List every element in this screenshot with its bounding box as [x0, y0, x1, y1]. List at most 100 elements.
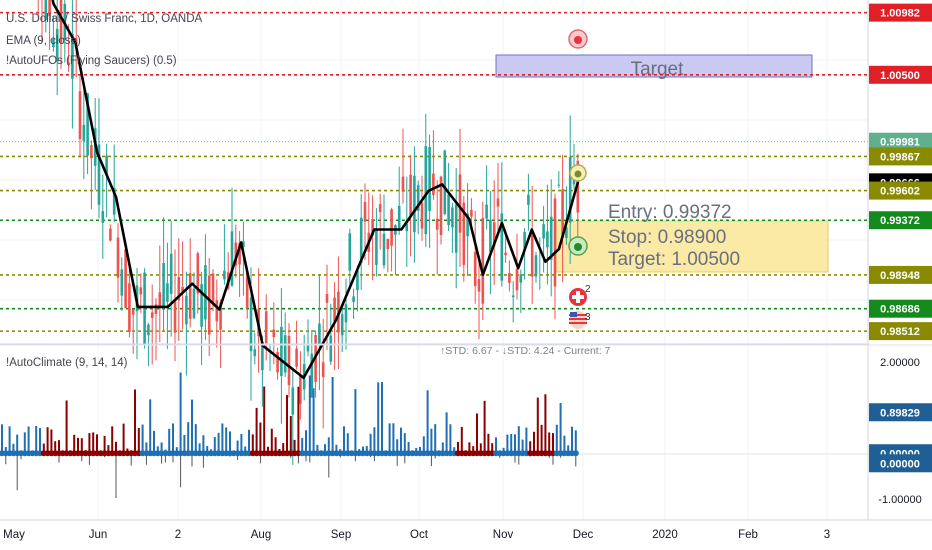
candle-body — [101, 211, 105, 223]
candle-body — [409, 174, 412, 216]
ema-line — [51, 0, 580, 380]
candle-body — [276, 352, 279, 373]
price-tag-label-6: 0.99372 — [880, 215, 920, 227]
candle-body — [428, 147, 431, 211]
candle-body — [511, 295, 515, 298]
time-tick-0: May — [3, 529, 25, 541]
candle-body — [359, 217, 363, 264]
candle-body — [386, 238, 390, 250]
yellow-saucer-marker — [569, 164, 587, 182]
candle-body — [348, 233, 352, 271]
candle-body — [462, 202, 466, 265]
climate-pane[interactable] — [0, 372, 868, 499]
price-tag-0 — [869, 3, 932, 22]
candle-body — [451, 207, 454, 228]
green-saucer-marker — [568, 236, 588, 256]
candle-body — [280, 326, 283, 377]
candle-body — [253, 349, 257, 357]
candle-body — [131, 308, 135, 315]
candle-body — [466, 213, 469, 237]
price-tag-8 — [869, 299, 932, 318]
price-tag-label-3: 0.99867 — [880, 151, 920, 163]
candle-body — [158, 292, 162, 307]
swiss-flag-icon — [569, 288, 587, 306]
time-tick-9: Feb — [738, 529, 758, 541]
candle-body — [264, 311, 268, 344]
candle-body — [557, 184, 561, 186]
candle-body — [489, 219, 492, 253]
price-tag-label-2: 0.99981 — [880, 137, 920, 149]
candle-body — [245, 272, 249, 308]
candle-body — [546, 231, 549, 248]
climate-legend: !AutoClimate (9, 14, 14) — [6, 357, 128, 369]
candle-body — [230, 231, 234, 286]
candle-body — [477, 279, 481, 292]
candle-body — [139, 287, 143, 295]
climate-tag-1 — [869, 403, 932, 422]
trade-box — [555, 220, 829, 273]
red-saucer-marker — [568, 29, 588, 49]
candle-body — [196, 253, 200, 294]
candle-body — [169, 253, 173, 294]
time-axis[interactable]: May Jun 2 Aug Sep Oct Nov Dec 2020 Feb 3 — [3, 529, 830, 541]
candle-body — [382, 233, 386, 266]
candle-body — [420, 202, 424, 229]
us-flag-icon — [569, 311, 587, 329]
candle-body — [333, 297, 336, 322]
candle-body — [200, 284, 203, 327]
candle-body — [105, 155, 108, 175]
target-zone-label: Target — [631, 59, 685, 80]
candle-body — [90, 145, 93, 159]
symbol-title: U.S. Dollar / Swiss Franc, 1D, OANDA — [6, 13, 203, 25]
std-readout: ↑STD: 6.67 - ↓STD: 4.24 - Current: 7 — [440, 345, 611, 357]
candle-body — [44, 0, 48, 21]
candle-body — [568, 157, 572, 223]
climate-tick-3: 0.00000 — [880, 458, 920, 470]
candle-body — [321, 362, 325, 378]
price-tag-5 — [869, 181, 932, 200]
price-tag-3 — [869, 147, 932, 166]
price-axis[interactable]: 1.009821.005000.999810.998670.996660.996… — [869, 3, 932, 341]
climate-bars — [0, 372, 579, 499]
target-label: Target: 1.00500 — [608, 249, 740, 270]
candle-body — [363, 201, 367, 222]
candle-body — [299, 376, 302, 404]
candle-body — [154, 304, 158, 314]
price-tag-1 — [869, 65, 932, 84]
candle-body — [344, 304, 348, 323]
price-tag-9 — [869, 322, 932, 341]
candle-body — [424, 146, 428, 235]
candle-body — [249, 297, 253, 351]
price-tag-2 — [869, 132, 932, 151]
candle-body — [378, 204, 382, 213]
candle-body — [432, 173, 435, 196]
saucer-count-upper: 2 — [585, 284, 591, 295]
time-tick-10: 3 — [824, 529, 830, 541]
price-tag-6 — [869, 211, 932, 230]
candle-body — [549, 216, 553, 260]
stop-label: Stop: 0.98900 — [608, 227, 726, 248]
candle-body — [371, 219, 374, 236]
climate-tick-1: 0.89829 — [880, 407, 920, 419]
climate-tag-3 — [869, 454, 932, 473]
candle-body — [97, 144, 101, 205]
price-pane[interactable]: Target Entry: 0.99372 Stop: 0.98900 Targ… — [0, 0, 868, 520]
candle-body — [561, 189, 564, 235]
candle-body — [447, 194, 450, 226]
candle-body — [86, 93, 89, 156]
candle-body — [473, 251, 477, 287]
candle-body — [329, 335, 333, 362]
candle-body — [52, 39, 55, 48]
candle-body — [413, 175, 416, 233]
candle-body — [124, 249, 127, 309]
candle-body — [185, 295, 188, 325]
candle-body — [443, 150, 447, 215]
candle-body — [78, 91, 82, 140]
candle-body — [481, 218, 485, 304]
candle-body — [470, 209, 473, 217]
candle-body — [204, 265, 207, 320]
candle-body — [192, 288, 196, 319]
candle-body — [397, 205, 401, 231]
